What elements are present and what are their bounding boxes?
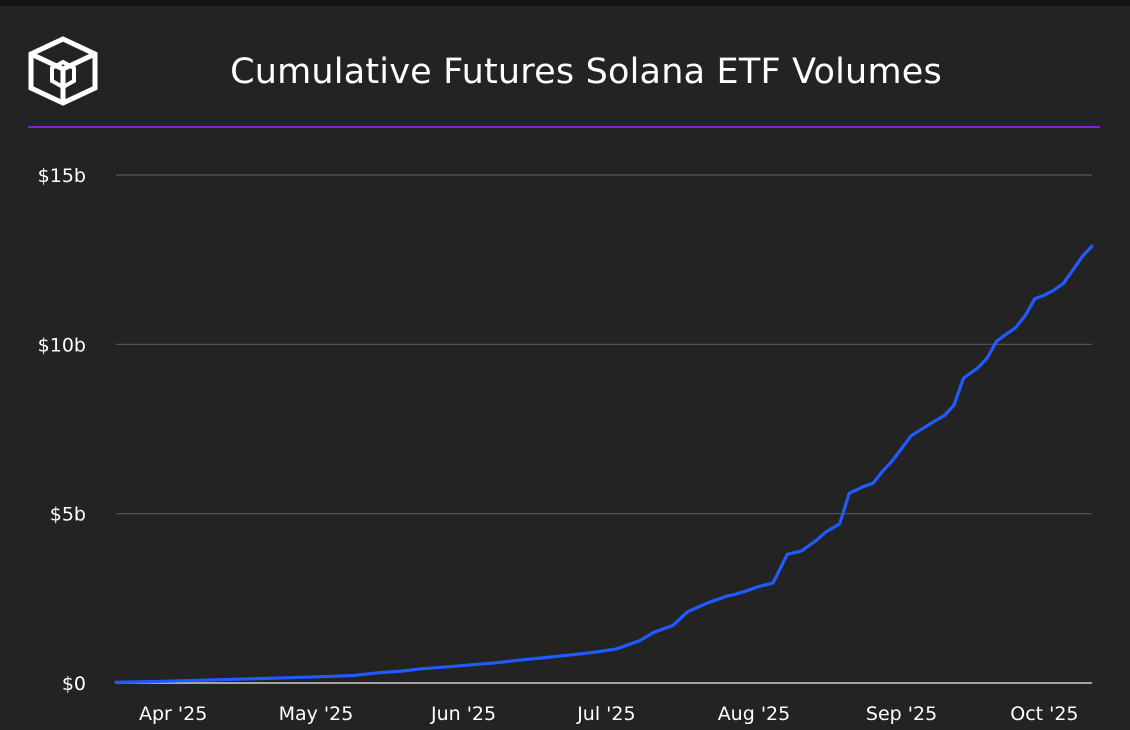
cube-logo-icon (28, 36, 98, 106)
chart-title: Cumulative Futures Solana ETF Volumes (230, 52, 942, 92)
x-tick-label: Jul '25 (576, 703, 635, 725)
x-tick-label: May '25 (279, 703, 354, 725)
y-tick-label: $15b (38, 165, 86, 187)
y-tick-label: $5b (50, 504, 86, 526)
top-bar (0, 0, 1130, 6)
series-line (114, 244, 1094, 684)
x-tick-label: Jun '25 (430, 703, 496, 725)
title-divider (28, 126, 1100, 128)
x-tick-label: Aug '25 (718, 703, 791, 725)
x-tick-label: Apr '25 (139, 703, 207, 725)
x-tick-label: Oct '25 (1010, 703, 1078, 725)
y-tick-label: $10b (38, 334, 86, 356)
x-tick-label: Sep '25 (866, 703, 937, 725)
y-tick-label: $0 (62, 673, 86, 695)
